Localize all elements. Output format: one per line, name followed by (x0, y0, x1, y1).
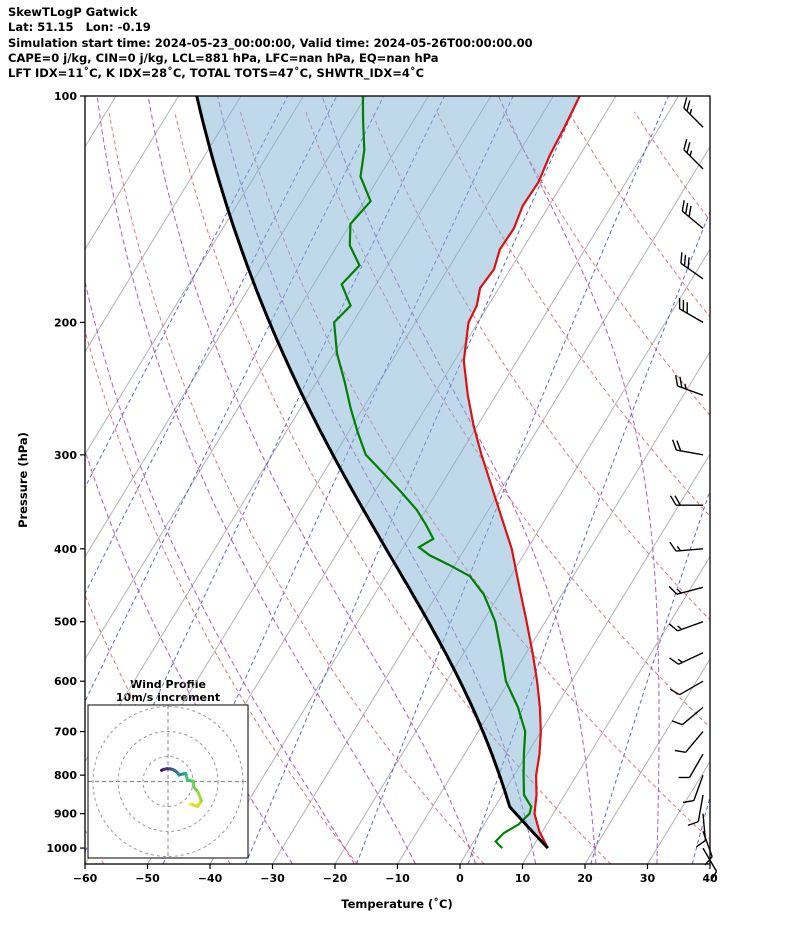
wind-barb (681, 706, 704, 726)
dry-adiabat-line (502, 111, 710, 417)
wind-barb (678, 652, 704, 665)
x-tick-label: −50 (135, 872, 160, 885)
y-tick-label: 200 (54, 316, 77, 329)
moist-adiabat-line (85, 279, 355, 864)
wind-barb (688, 753, 704, 778)
wind-barb (679, 308, 704, 324)
wind-barb (677, 385, 704, 396)
isotherm-line (85, 96, 242, 353)
x-tick-label: −10 (385, 872, 410, 885)
hodograph-ring (117, 731, 219, 832)
mixing-ratio-line (691, 794, 710, 864)
dry-adiabat-line (85, 328, 358, 864)
wind-barb-column (668, 97, 718, 882)
isotherm-line (334, 248, 710, 864)
coordinates: Lat: 51.15 Lon: -0.19 (8, 20, 151, 35)
mixing-ratio-line (590, 489, 710, 864)
y-tick-label: 600 (54, 675, 77, 688)
dry-adiabat-line (108, 111, 485, 864)
temperature-curve (462, 96, 581, 849)
y-tick-label: 400 (54, 543, 77, 556)
wind-barb (679, 680, 704, 696)
hodograph-ring (92, 706, 244, 857)
moist-adiabat-line (96, 96, 416, 864)
isotherm-line (85, 96, 179, 251)
mixing-ratio-line (85, 96, 289, 489)
x-tick-label: −60 (73, 872, 98, 885)
plot-grid (85, 96, 710, 864)
mixing-ratio-line (85, 96, 385, 703)
simulation-times: Simulation start time: 2024-05-23_00:00:… (8, 35, 533, 50)
wind-barb (681, 210, 704, 229)
isotherm-line (85, 96, 304, 456)
moist-adiabat-line (85, 448, 294, 864)
y-tick-label: 1000 (46, 842, 77, 855)
chart-title: SkewTLogP Gatwick (8, 5, 138, 19)
hodograph-subtitle: 10m/s increment (116, 691, 220, 704)
isotherm-line (647, 760, 710, 864)
moist-adiabat-line (147, 96, 477, 864)
wind-barb (677, 621, 704, 632)
x-tick-label: −20 (323, 872, 348, 885)
isotherm-line (709, 863, 710, 864)
header-block: SkewTLogP Gatwick Lat: 51.15 Lon: -0.19 … (8, 5, 533, 81)
isotherm-line (397, 350, 710, 864)
x-tick-label: −40 (198, 872, 223, 885)
dry-adiabat-line (436, 111, 710, 517)
x-tick-label: 20 (577, 872, 593, 885)
x-axis-label: Temperature (˚C) (341, 896, 452, 911)
x-tick-label: 0 (456, 872, 464, 885)
mixing-ratio-line (356, 96, 669, 864)
stability-indices-line1: CAPE=0 j/kg, CIN=0 j/kg, LCL=881 hPa, LF… (8, 50, 439, 65)
hodograph-title: Wind Profile (130, 678, 206, 691)
y-tick-label: 800 (54, 769, 77, 782)
dewpoint-curve (332, 96, 533, 849)
stability-indices-line2: LFT IDX=11˚C, K IDX=28˚C, TOTAL TOTS=47˚… (8, 66, 425, 81)
mixing-ratio-line (85, 96, 338, 595)
x-tick-label: 30 (640, 872, 656, 885)
hodograph-frame (87, 704, 249, 859)
dry-adiabat-line (633, 111, 710, 222)
isotherm-line (522, 555, 710, 864)
y-tick-label: 500 (54, 616, 77, 629)
parcel-path-curve (195, 96, 549, 850)
y-axis-label: Pressure (hPa) (16, 432, 30, 528)
y-tick-label: 100 (54, 90, 77, 103)
cin-shaded-area (196, 96, 580, 849)
wind-barb (685, 731, 704, 753)
mixing-ratio-line (467, 210, 710, 864)
y-tick-label: 700 (54, 726, 77, 739)
dry-adiabat-line (371, 111, 710, 621)
x-tick-label: 40 (702, 872, 718, 885)
wind-barb (693, 774, 704, 801)
y-tick-label: 900 (54, 808, 77, 821)
moist-adiabat-line (497, 96, 660, 864)
x-tick-label: −30 (260, 872, 285, 885)
dry-adiabat-line (174, 111, 612, 864)
wind-barb (702, 813, 707, 841)
hodograph-inset (87, 704, 249, 859)
wind-barb (683, 149, 704, 170)
y-tick-label: 300 (54, 449, 77, 462)
wind-barb (676, 449, 704, 456)
wind-barb (680, 262, 704, 280)
wind-barb (683, 107, 704, 128)
isotherm-line (584, 658, 710, 864)
isotherm-line (272, 145, 710, 864)
x-tick-label: 10 (515, 872, 531, 885)
wind-barb (697, 794, 704, 822)
